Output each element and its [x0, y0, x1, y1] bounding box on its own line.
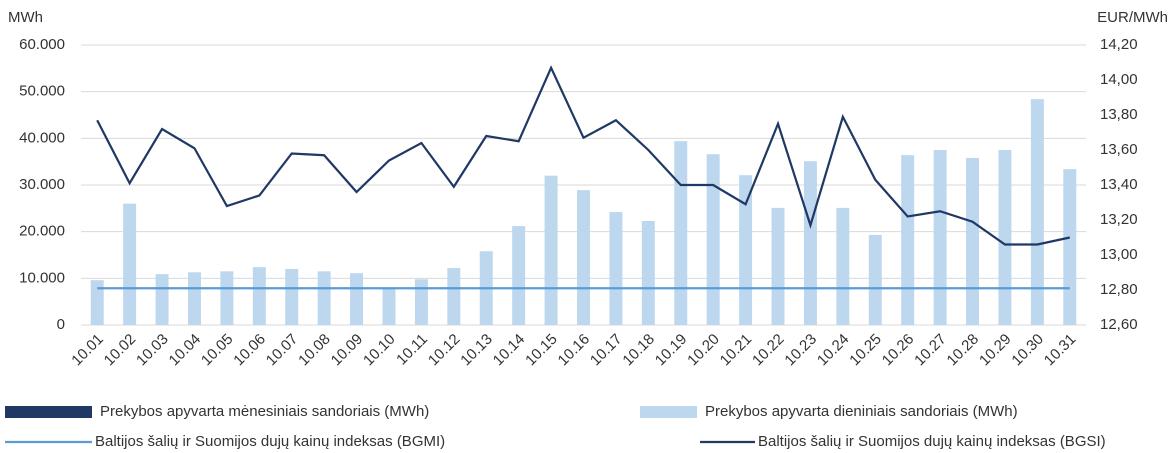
x-tick-label: 10.29	[976, 331, 1015, 370]
y2-tick-label: 13,00	[1100, 246, 1138, 263]
x-tick-label: 10.02	[101, 331, 140, 370]
x-tick-label: 10.09	[328, 331, 367, 370]
y-tick-label: 0	[57, 316, 65, 333]
bar	[447, 268, 461, 325]
bar	[901, 155, 915, 325]
legend-label: Baltijos šalių ir Suomijos dujų kainų in…	[758, 433, 1106, 450]
x-tick-label: 10.06	[230, 331, 269, 370]
bar	[544, 175, 558, 325]
legend-label: Prekybos apyvarta dieniniais sandoriais …	[705, 403, 1018, 420]
y2-tick-label: 13,60	[1100, 141, 1138, 158]
bar	[90, 280, 104, 325]
bar	[739, 175, 753, 325]
bar	[868, 234, 882, 325]
x-tick-label: 10.11	[393, 331, 431, 369]
legend-swatch	[5, 406, 92, 418]
bar	[674, 141, 688, 325]
x-tick-label: 10.23	[781, 331, 820, 370]
x-tick-label: 10.26	[879, 331, 918, 370]
bar	[803, 161, 817, 325]
x-tick-label: 10.30	[1008, 331, 1047, 370]
x-tick-label: 10.17	[587, 331, 626, 370]
bar	[998, 150, 1012, 325]
x-tick-label: 10.14	[490, 331, 529, 370]
bar	[123, 203, 137, 325]
y2-tick-label: 13,80	[1100, 106, 1138, 123]
bar	[577, 190, 590, 325]
bar	[609, 212, 623, 325]
y-tick-label: 20.000	[19, 223, 65, 240]
legend-label: Baltijos šalių ir Suomijos dujų kainų in…	[95, 433, 445, 450]
bar	[706, 154, 720, 325]
x-tick-label: 10.03	[133, 331, 172, 370]
x-tick-label: 10.28	[944, 331, 983, 370]
x-tick-label: 10.10	[360, 331, 399, 370]
bar	[187, 272, 201, 325]
bar	[1030, 99, 1044, 325]
line	[96, 65, 1071, 246]
y2-tick-label: 12,80	[1100, 281, 1138, 298]
y2-tick-label: 14,20	[1100, 36, 1138, 53]
bar	[382, 287, 396, 325]
bar	[771, 207, 785, 325]
bar	[836, 207, 850, 325]
bar	[155, 274, 169, 325]
bar	[285, 269, 299, 325]
bar	[641, 220, 655, 325]
y-tick-label: 40.000	[19, 129, 65, 146]
x-tick-label: 10.18	[619, 331, 658, 370]
y-tick-label: 30.000	[19, 176, 65, 193]
bar	[1063, 169, 1077, 325]
y2-tick-label: 13,40	[1100, 176, 1138, 193]
x-tick-label: 10.01	[68, 331, 107, 370]
legend-label: Prekybos apyvarta mėnesiniais sandoriais…	[100, 403, 429, 420]
x-tick-label: 10.22	[749, 331, 788, 370]
x-tick-label: 10.21	[717, 331, 756, 370]
x-tick-label: 10.25	[846, 331, 885, 370]
bar	[317, 271, 331, 325]
bar	[252, 267, 266, 325]
y-tick-label: 50.000	[19, 83, 65, 100]
y2-tick-label: 14,00	[1100, 71, 1138, 88]
y-axis-title: MWh	[8, 9, 43, 26]
bar	[220, 271, 234, 325]
bar	[966, 157, 980, 325]
x-tick-label: 10.20	[684, 331, 723, 370]
y-tick-label: 60.000	[19, 36, 65, 53]
x-tick-label: 10.15	[522, 331, 561, 370]
x-tick-label: 10.13	[457, 331, 496, 370]
x-tick-label: 10.07	[263, 331, 302, 370]
bar	[414, 279, 428, 325]
x-tick-label: 10.31	[1041, 331, 1080, 370]
x-tick-label: 10.24	[814, 331, 853, 370]
x-tick-label: 10.04	[166, 331, 205, 370]
x-tick-label: 10.05	[198, 331, 237, 370]
y-tick-label: 10.000	[19, 269, 65, 286]
legend-swatch	[640, 406, 697, 418]
bar	[933, 150, 947, 325]
bar	[350, 273, 364, 325]
x-tick-label: 10.27	[911, 331, 950, 370]
x-tick-label: 10.12	[425, 331, 464, 370]
y2-axis-title: EUR/MWh	[1097, 9, 1168, 26]
bar	[512, 226, 526, 325]
x-tick-label: 10.19	[652, 331, 691, 370]
x-tick-label: 10.08	[295, 331, 334, 370]
x-tick-label: 10.16	[555, 331, 594, 370]
y2-tick-label: 12,60	[1100, 316, 1138, 333]
y2-tick-label: 13,20	[1100, 211, 1138, 228]
